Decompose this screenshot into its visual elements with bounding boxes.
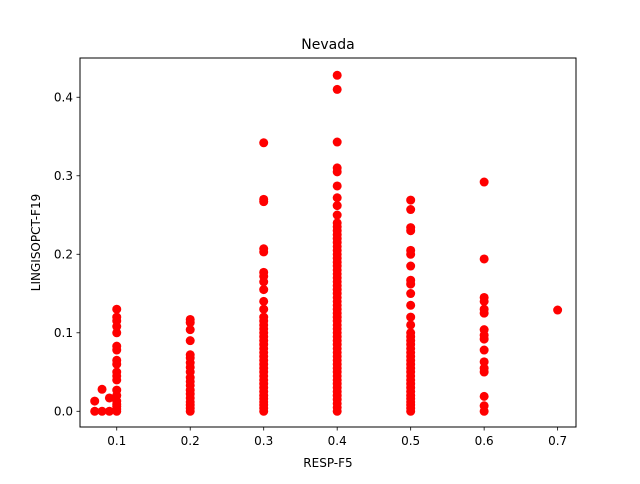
data-point: [479, 363, 489, 373]
x-axis-ticks: 0.1 0.2 0.3 0.4 0.5 0.6 0.7: [107, 427, 567, 448]
data-point: [479, 325, 489, 335]
x-tick-label: 0.4: [328, 434, 347, 448]
data-point: [406, 289, 416, 299]
y-axis-ticks: 0.0 0.1 0.2 0.3 0.4: [54, 91, 80, 419]
data-point: [112, 304, 122, 314]
x-axis-label: RESP-F5: [303, 456, 352, 470]
data-point: [112, 341, 122, 351]
data-point: [259, 312, 269, 322]
data-point: [332, 84, 342, 94]
data-point: [479, 391, 489, 401]
y-axis-label: LINGISOPCT-F19: [29, 194, 43, 291]
y-tick-label: 0.2: [54, 248, 73, 262]
data-point: [112, 385, 122, 395]
data-point: [259, 244, 269, 254]
data-point: [90, 396, 100, 406]
data-point: [185, 314, 195, 324]
data-point: [332, 137, 342, 147]
data-point: [185, 325, 195, 335]
data-point: [185, 350, 195, 360]
y-tick-label: 0.1: [54, 326, 73, 340]
x-tick-label: 0.6: [475, 434, 494, 448]
data-point: [332, 210, 342, 220]
data-point: [97, 406, 107, 416]
plot-area: [80, 58, 576, 427]
data-point: [479, 254, 489, 264]
data-point: [259, 304, 269, 314]
x-tick-label: 0.7: [548, 434, 567, 448]
y-tick-label: 0.0: [54, 405, 73, 419]
chart-title: Nevada: [301, 37, 354, 53]
data-point: [90, 406, 100, 416]
data-point: [104, 393, 114, 403]
data-point: [259, 285, 269, 295]
data-point: [332, 70, 342, 80]
data-point: [332, 163, 342, 173]
data-point: [406, 205, 416, 215]
data-point: [259, 194, 269, 204]
data-point: [259, 267, 269, 277]
data-point: [332, 181, 342, 191]
y-tick-label: 0.3: [54, 169, 73, 183]
x-tick-label: 0.2: [181, 434, 200, 448]
data-point: [332, 193, 342, 203]
data-point: [553, 305, 563, 315]
y-tick-label: 0.4: [54, 91, 73, 105]
data-point: [479, 304, 489, 314]
data-point: [406, 195, 416, 205]
data-point: [479, 177, 489, 187]
data-point: [406, 245, 416, 255]
x-tick-label: 0.3: [254, 434, 273, 448]
data-point: [406, 320, 416, 330]
data-point: [406, 328, 416, 338]
x-tick-label: 0.5: [401, 434, 420, 448]
data-point: [479, 292, 489, 302]
data-point: [104, 406, 114, 416]
data-points: [90, 70, 563, 416]
data-point: [112, 312, 122, 322]
data-point: [406, 275, 416, 285]
data-point: [406, 261, 416, 271]
data-point: [112, 355, 122, 365]
data-point: [406, 300, 416, 310]
plot-frame: [79, 57, 577, 428]
data-point: [406, 312, 416, 322]
data-point: [112, 328, 122, 338]
data-point: [332, 218, 342, 228]
data-point: [259, 138, 269, 148]
data-point: [185, 336, 195, 346]
data-point: [406, 223, 416, 233]
data-point: [332, 201, 342, 211]
data-point: [479, 345, 489, 355]
data-point: [479, 357, 489, 367]
data-point: [97, 384, 107, 394]
x-tick-label: 0.1: [107, 434, 126, 448]
data-point: [479, 401, 489, 411]
data-point: [259, 296, 269, 306]
data-point: [112, 367, 122, 377]
